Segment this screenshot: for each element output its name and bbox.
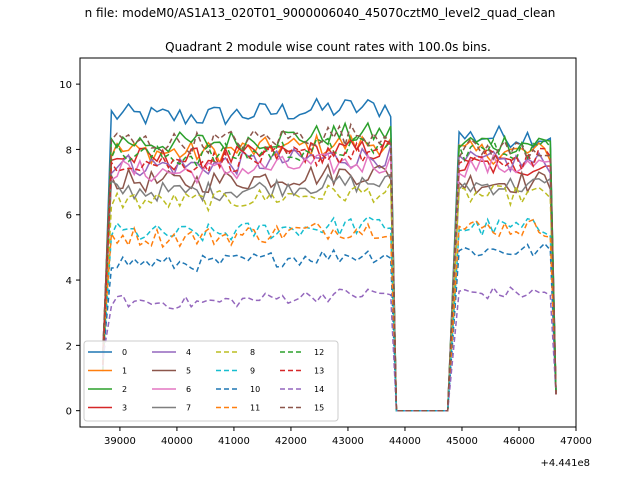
y-tick-label: 8 [66, 145, 72, 156]
legend-label-3: 3 [122, 404, 127, 413]
legend-label-13: 13 [314, 367, 324, 376]
series-line-10 [102, 242, 557, 412]
y-tick-label: 2 [66, 341, 72, 352]
y-tick-label: 6 [66, 211, 72, 222]
plot-frame [79, 57, 577, 428]
legend-label-8: 8 [250, 348, 255, 357]
legend-label-14: 14 [314, 385, 324, 394]
x-tick-label: 46000 [503, 436, 535, 447]
legend-label-12: 12 [314, 348, 324, 357]
x-tick-label: 39000 [104, 436, 136, 447]
legend-label-7: 7 [186, 404, 191, 413]
series-line-15 [102, 122, 557, 412]
x-tick-label: 43000 [332, 436, 364, 447]
y-tick-label: 4 [66, 276, 72, 287]
x-offset-label: +4.441e8 [540, 458, 590, 469]
x-tick-label: 47000 [560, 436, 592, 447]
legend-label-1: 1 [122, 367, 127, 376]
legend-label-0: 0 [122, 348, 127, 357]
x-tick-label: 40000 [161, 436, 193, 447]
legend-label-9: 9 [250, 367, 255, 376]
legend-label-4: 4 [186, 348, 191, 357]
series-line-14 [102, 286, 557, 412]
file-title: n file: modeM0/AS1A13_020T01_9000006040_… [85, 6, 556, 20]
legend-label-2: 2 [122, 385, 127, 394]
x-tick-label: 44000 [389, 436, 421, 447]
legend-label-11: 11 [250, 404, 260, 413]
y-tick-label: 10 [59, 80, 72, 91]
legend-box [83, 340, 339, 422]
series-layer [102, 97, 557, 412]
series-line-13 [102, 141, 557, 412]
legend-label-15: 15 [314, 404, 324, 413]
legend-label-6: 6 [186, 385, 191, 394]
series-line-7 [102, 173, 557, 412]
series-line-11 [102, 218, 557, 412]
x-tick-label: 42000 [275, 436, 307, 447]
legend-label-10: 10 [250, 385, 260, 394]
series-line-8 [102, 180, 557, 412]
x-tick-label: 45000 [446, 436, 478, 447]
series-line-5 [102, 162, 557, 412]
y-tick-label: 0 [66, 407, 72, 418]
ticks-layer: 39000 40000 41000 42000 43000 44000 45000 46000… [59, 80, 592, 447]
chart-title: Quadrant 2 module wise count rates with … [165, 40, 491, 54]
legend-label-5: 5 [186, 367, 191, 376]
series-line-6 [102, 153, 557, 412]
series-line-0 [102, 97, 557, 412]
x-tick-label: 41000 [218, 436, 250, 447]
series-line-12 [102, 135, 557, 412]
